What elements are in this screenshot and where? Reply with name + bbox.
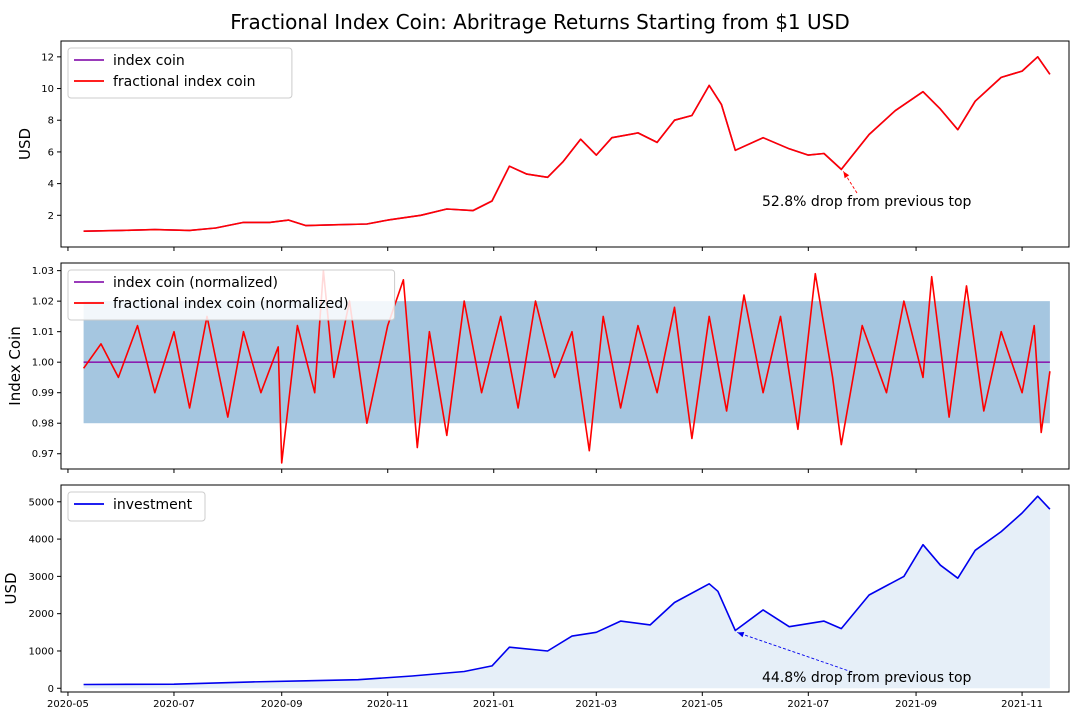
y-tick-label: 1.00 — [32, 358, 54, 369]
legend-entry: index coin — [113, 53, 185, 69]
y-tick-label: 1.03 — [32, 266, 54, 277]
x-tick-label: 2021-09 — [895, 699, 937, 710]
legend-entry: index coin (normalized) — [113, 275, 278, 291]
chart-panels: 2 4 6 8 10 12 USD index coin fractional index co… — [2, 40, 1070, 710]
axes-frame — [60, 262, 1070, 470]
annotation-arrow-head — [737, 632, 745, 638]
x-tick-label: 2021-01 — [473, 699, 515, 710]
x-tick-label: 2020-07 — [153, 699, 195, 710]
y-axis-label: USD — [16, 128, 34, 160]
legend-box — [67, 47, 293, 99]
legend-entry: fractional index coin — [113, 74, 255, 90]
y-tick-label: 2 — [48, 211, 54, 222]
figure-title: Fractional Index Coin: Abritrage Returns… — [230, 10, 850, 34]
x-tick-label: 2020-11 — [367, 699, 409, 710]
y-tick-label: 6 — [48, 147, 54, 158]
x-tick-label: 2021-11 — [1001, 699, 1043, 710]
annotation-text: 52.8% drop from previous top — [762, 194, 972, 210]
axes-frame — [60, 40, 1070, 248]
y-tick-label: 8 — [48, 116, 54, 127]
chart-panel-3: 0 1000 2000 3000 4000 5000 2020-05 2020-07 2020-… — [2, 484, 1070, 710]
x-tick-label: 2021-07 — [787, 699, 829, 710]
x-tick-label: 2021-03 — [575, 699, 617, 710]
axes-frame — [60, 484, 1070, 693]
legend-box — [67, 491, 206, 522]
y-tick-label: 3000 — [29, 572, 54, 583]
investment-area-fill — [83, 496, 1050, 689]
annotation-arrow-line — [737, 632, 853, 673]
x-tick-label: 2020-05 — [47, 699, 89, 710]
x-tick-label: 2020-09 — [261, 699, 303, 710]
y-tick-label: 1.02 — [32, 297, 54, 308]
y-tick-label: 0 — [48, 684, 54, 695]
y-axis-label: USD — [2, 572, 20, 604]
y-tick-label: 1.01 — [32, 327, 54, 338]
legend-entry: fractional index coin (normalized) — [113, 296, 349, 312]
series-line-fractional-index-coin-normalized- — [82, 269, 1051, 464]
annotation-text: 44.8% drop from previous top — [762, 670, 972, 686]
legend-box — [67, 269, 396, 321]
y-tick-label: 4 — [48, 179, 54, 190]
chart-panel-2: 0.97 0.98 0.99 1.00 1.01 1.02 1.03 Index Coin in… — [6, 262, 1070, 473]
legend-entry: investment — [113, 497, 193, 513]
y-tick-label: 12 — [41, 52, 54, 63]
series-line-investment — [83, 495, 1051, 686]
annotation-arrow-head — [843, 171, 850, 179]
y-tick-label: 2000 — [29, 609, 54, 620]
y-tick-label: 0.97 — [32, 449, 54, 460]
y-tick-label: 1000 — [29, 646, 54, 657]
y-tick-label: 0.99 — [32, 388, 54, 399]
chart-panel-1: 2 4 6 8 10 12 USD index coin fractional index co… — [16, 40, 1070, 251]
series-line-fractional-index-coin — [83, 56, 1051, 232]
y-tick-label: 4000 — [29, 535, 54, 546]
y-tick-label: 10 — [41, 84, 54, 95]
y-tick-label: 0.98 — [32, 419, 54, 430]
y-tick-label: 5000 — [29, 497, 54, 508]
x-tick-label: 2021-05 — [681, 699, 723, 710]
y-axis-label: Index Coin — [6, 326, 24, 405]
